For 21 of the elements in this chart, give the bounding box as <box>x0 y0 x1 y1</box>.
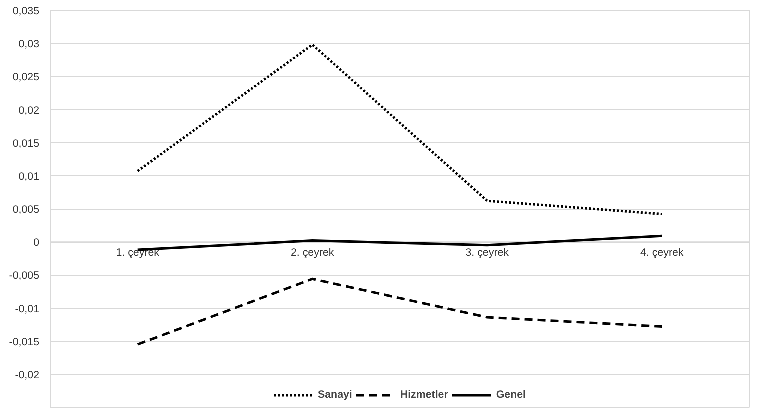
y-tick-label: -0,015 <box>9 336 40 348</box>
y-tick-label: 0,02 <box>18 104 40 117</box>
x-tick-label: 2. çeyrek <box>291 247 335 260</box>
x-tick-label: 3. çeyrek <box>466 247 510 260</box>
y-tick-label: 0,01 <box>18 170 40 183</box>
y-tick-label: -0,005 <box>9 270 40 282</box>
y-tick-label: 0,015 <box>12 138 40 150</box>
legend-label: Hizmetler <box>400 389 448 401</box>
line-series <box>136 44 664 216</box>
line-series <box>136 278 664 346</box>
y-tick-label: 0,03 <box>18 38 40 51</box>
y-tick-label: 0,005 <box>12 204 40 216</box>
y-tick-label: 0,025 <box>12 72 40 84</box>
y-tick-label: 0 <box>34 237 40 250</box>
x-tick-label: 1. çeyrek <box>116 247 160 260</box>
y-tick-label: -0,02 <box>15 369 40 382</box>
x-tick-label: 4. çeyrek <box>640 247 684 260</box>
legend-label: Genel <box>496 389 526 401</box>
y-tick-label: 0,035 <box>12 6 40 18</box>
y-tick-label: -0,01 <box>15 303 40 316</box>
legend-label: Sanayi <box>318 389 352 401</box>
